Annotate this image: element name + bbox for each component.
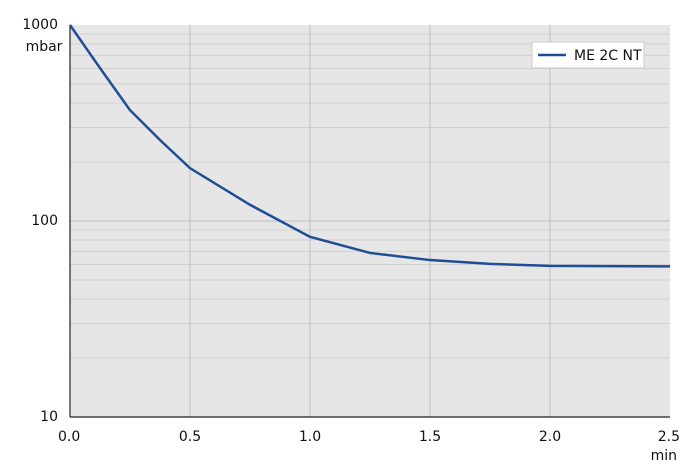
- legend-label: ME 2C NT: [574, 48, 642, 64]
- x-tick-label: 0.0: [58, 429, 80, 445]
- x-tick-label: 2.5: [658, 429, 680, 445]
- y-tick-label: 100: [31, 213, 58, 229]
- x-tick-label: 1.0: [299, 429, 321, 445]
- x-tick-label: 0.5: [179, 429, 201, 445]
- x-tick-label: 2.0: [539, 429, 561, 445]
- y-axis-label: mbar: [26, 39, 63, 55]
- series-line: [68, 24, 671, 268]
- x-tick-label: 1.5: [419, 429, 441, 445]
- x-axis-label: min: [651, 448, 677, 464]
- y-tick-label: 1000: [22, 17, 58, 33]
- y-tick-label: 10: [40, 409, 58, 425]
